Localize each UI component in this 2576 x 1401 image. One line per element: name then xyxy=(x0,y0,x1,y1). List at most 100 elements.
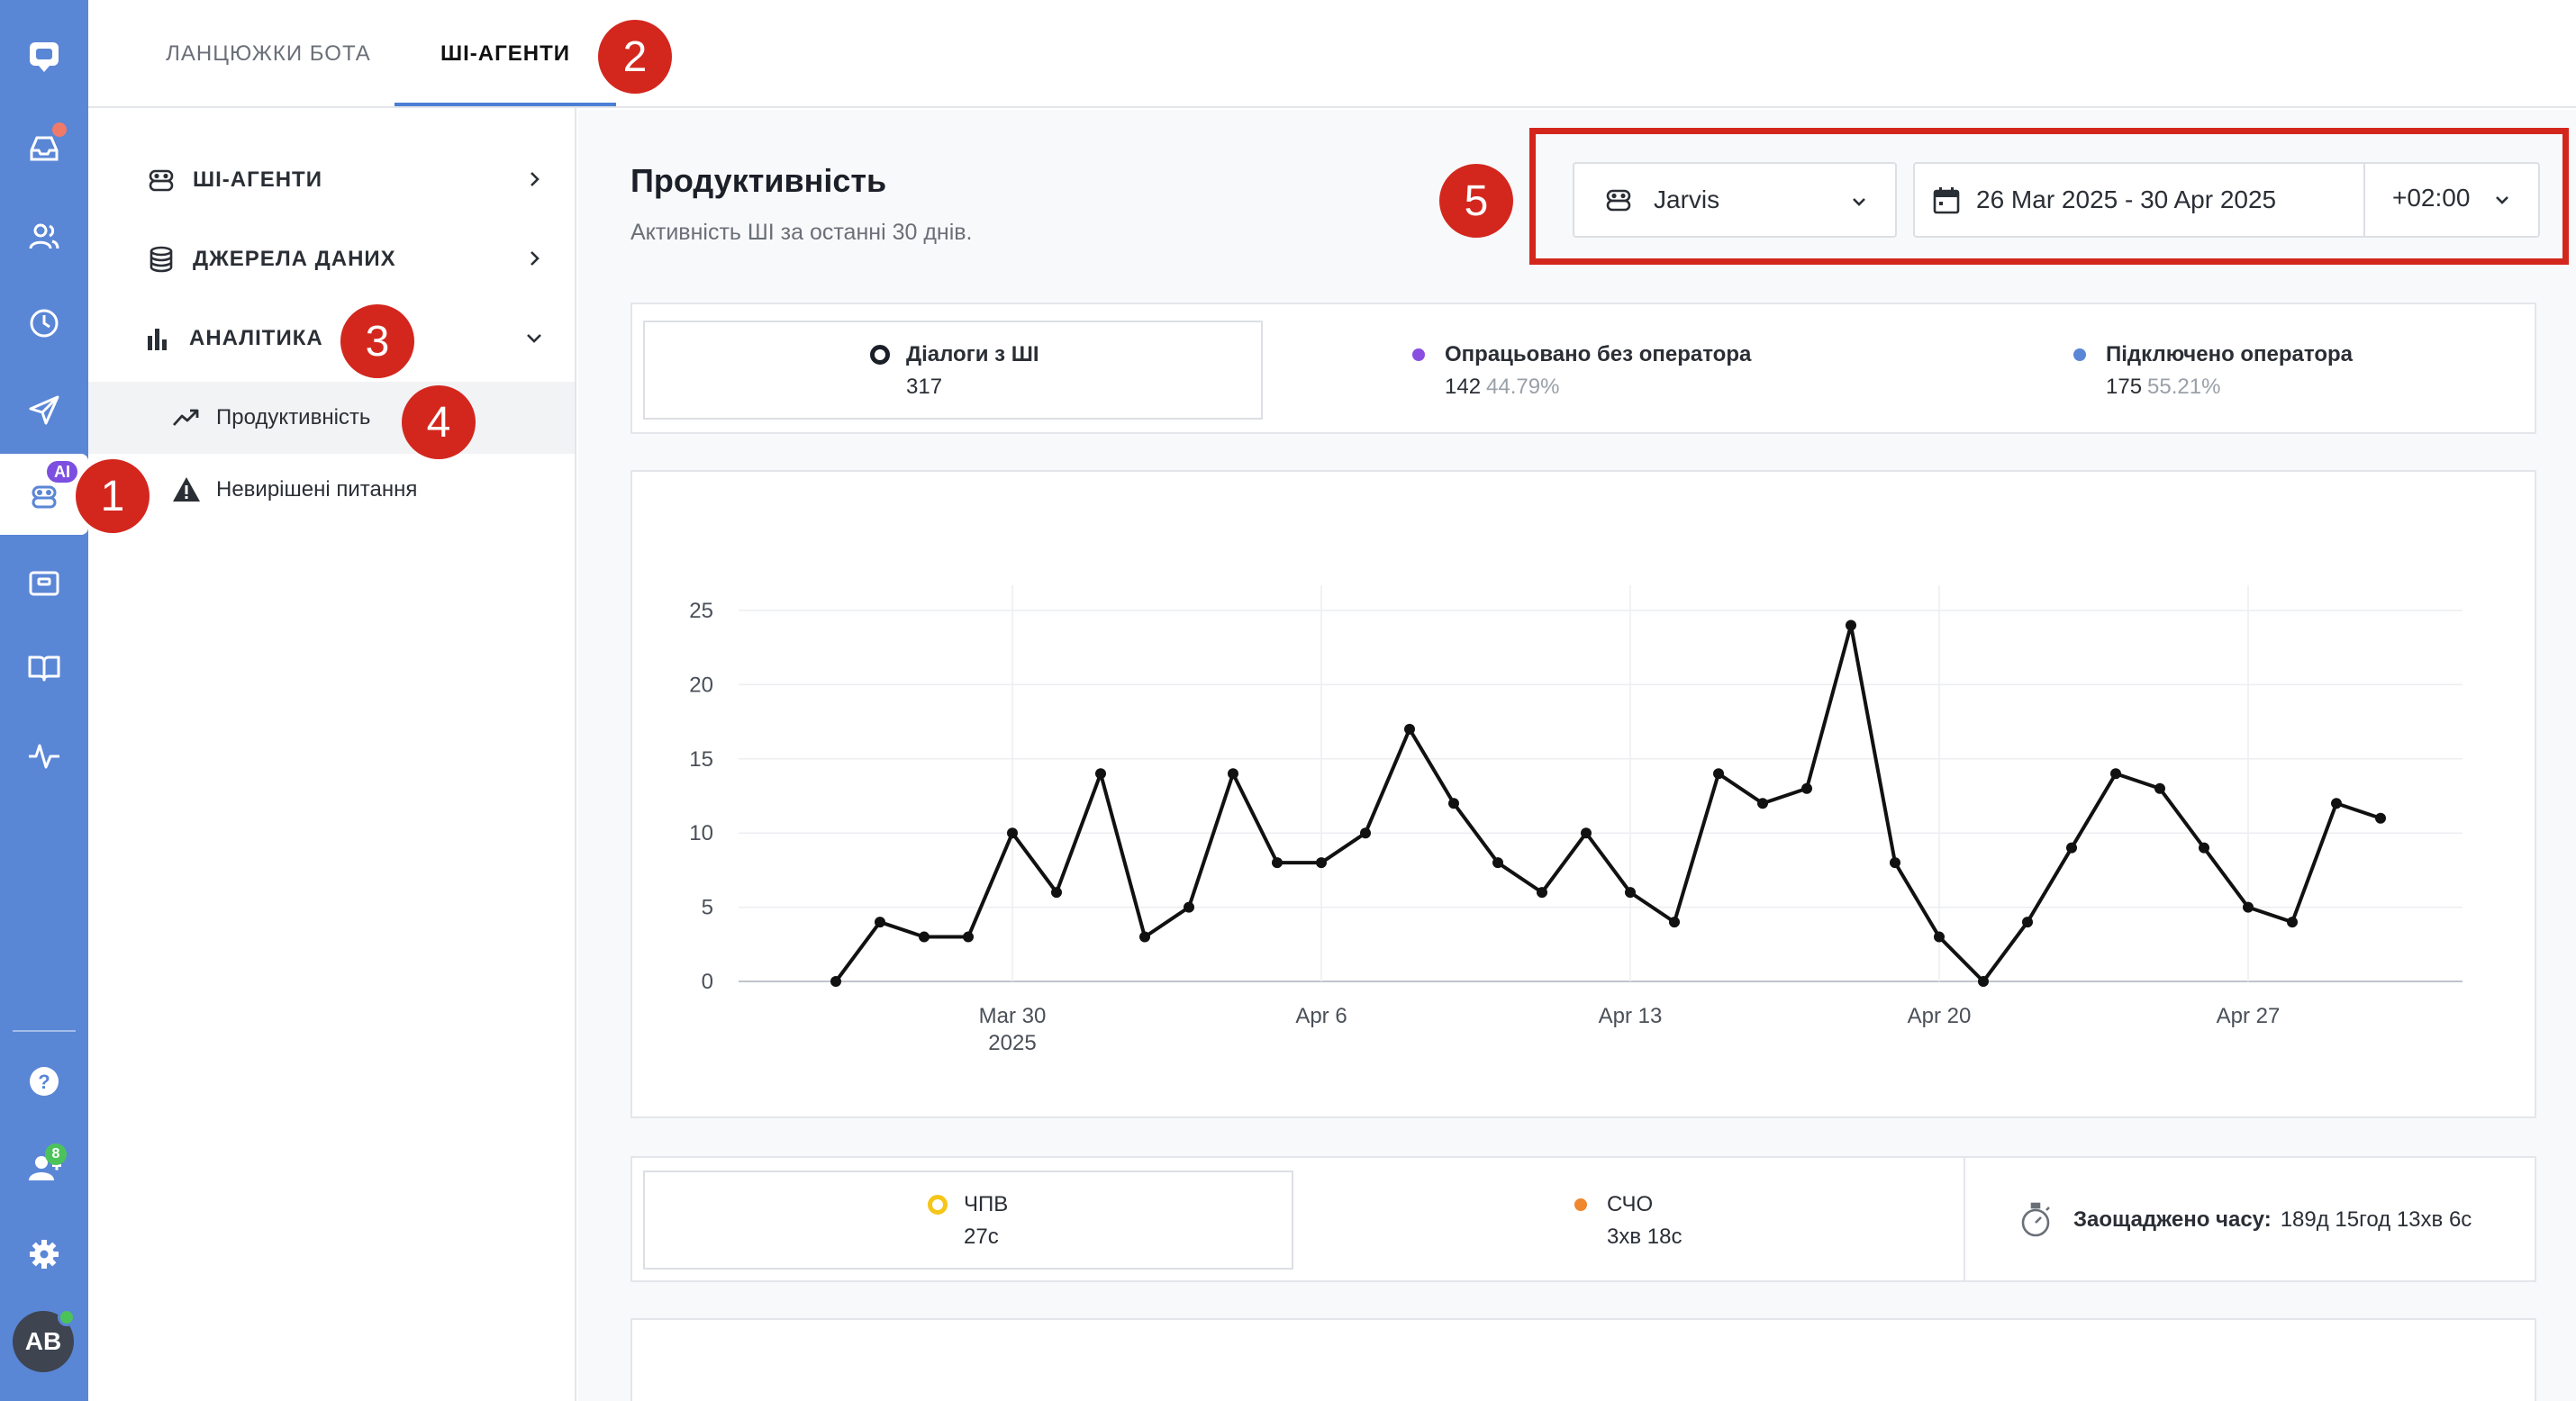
top-tabs: ЛАНЦЮЖКИ БОТА ШІ-АГЕНТИ xyxy=(88,0,2576,108)
y-tick-label: 20 xyxy=(689,673,713,697)
frt-dot-icon xyxy=(928,1195,948,1215)
ai-agent-icon xyxy=(1606,189,1631,212)
secondary-sidebar: ШІ-АГЕНТИ ДЖЕРЕЛА ДАНИХ АНАЛІТИКА Продук… xyxy=(88,108,576,1401)
stat-resolved-value: 142 xyxy=(1445,375,1482,399)
data-point[interactable] xyxy=(830,976,841,987)
icon-rail: AI ? 8 AB xyxy=(0,0,88,1401)
agent-select-value: Jarvis xyxy=(1654,185,1720,213)
sidebar-item-ai-agents[interactable]: ШІ-АГЕНТИ xyxy=(88,140,575,220)
data-point[interactable] xyxy=(1669,917,1680,928)
tab-bot-chains[interactable]: ЛАНЦЮЖКИ БОТА xyxy=(166,41,371,66)
data-point[interactable] xyxy=(875,917,885,928)
history-icon[interactable] xyxy=(0,283,88,364)
bar-chart-icon xyxy=(142,323,173,354)
help-icon[interactable]: ? xyxy=(0,1041,88,1122)
data-point[interactable] xyxy=(2154,782,2165,794)
data-point[interactable] xyxy=(1846,619,1856,631)
wallet-icon[interactable] xyxy=(0,542,88,623)
data-point[interactable] xyxy=(1713,768,1724,780)
y-tick-label: 15 xyxy=(689,747,713,772)
data-point[interactable] xyxy=(1537,887,1547,899)
x-tick-label: Mar 30 xyxy=(979,1004,1047,1028)
data-point[interactable] xyxy=(1890,857,1900,869)
dialogs-stat-box[interactable] xyxy=(643,321,1263,420)
tab-ai-agents[interactable]: ШІ-АГЕНТИ xyxy=(440,41,570,66)
timezone-value[interactable]: +02:00 xyxy=(2392,184,2471,212)
data-point[interactable] xyxy=(1184,901,1194,913)
stat-ai-dialogs-label: Діалоги з ШІ xyxy=(906,342,1039,366)
stat-operator-connected[interactable]: Підключено оператора 175 55.21% xyxy=(2073,342,2353,400)
chat-logo-icon[interactable] xyxy=(0,16,88,97)
data-point[interactable] xyxy=(1228,768,1238,780)
send-icon[interactable] xyxy=(0,369,88,450)
data-point[interactable] xyxy=(1625,887,1636,899)
data-point[interactable] xyxy=(2066,842,2077,854)
activity-icon[interactable] xyxy=(0,715,88,796)
agent-select[interactable]: Jarvis xyxy=(1573,162,1897,238)
stat-resolved-label: Опрацьовано без оператора xyxy=(1445,342,1752,366)
data-point[interactable] xyxy=(1272,857,1283,869)
data-point[interactable] xyxy=(1581,827,1592,839)
settings-gear-icon[interactable] xyxy=(0,1214,88,1295)
data-point[interactable] xyxy=(1757,798,1768,809)
sidebar-sub-item-performance[interactable]: Продуктивність xyxy=(88,382,575,454)
time-saved-value: 189д 15год 13хв 6с xyxy=(2280,1207,2472,1232)
data-point[interactable] xyxy=(1139,931,1150,943)
stat-avg-label: СЧО xyxy=(1607,1192,1654,1216)
data-point[interactable] xyxy=(1801,782,1812,794)
knowledge-book-icon[interactable] xyxy=(0,627,88,708)
data-point[interactable] xyxy=(963,931,974,943)
data-point[interactable] xyxy=(1360,827,1371,839)
data-point[interactable] xyxy=(1051,887,1062,899)
stat-frt-label: ЧПВ xyxy=(964,1192,1009,1216)
calendar-icon xyxy=(1933,187,1960,214)
data-point[interactable] xyxy=(2287,917,2298,928)
date-range-select[interactable]: 26 Mar 2025 - 30 Apr 2025 +02:00 xyxy=(1913,162,2540,238)
data-point[interactable] xyxy=(2331,798,2342,809)
data-point[interactable] xyxy=(1492,857,1503,869)
data-point[interactable] xyxy=(919,931,930,943)
stat-ai-dialogs-value: 317 xyxy=(906,375,943,399)
data-point[interactable] xyxy=(1978,976,1989,987)
data-point[interactable] xyxy=(1934,931,1945,943)
team-icon[interactable]: 8 xyxy=(0,1127,88,1208)
y-tick-label: 0 xyxy=(702,970,713,994)
svg-text:?: ? xyxy=(38,1071,50,1093)
inbox-icon[interactable] xyxy=(0,108,88,189)
y-tick-label: 5 xyxy=(702,896,713,920)
date-range-value: 26 Mar 2025 - 30 Apr 2025 xyxy=(1976,185,2277,213)
chevron-right-icon xyxy=(531,172,540,186)
ai-agent-icon[interactable]: AI xyxy=(0,454,88,535)
contacts-icon[interactable] xyxy=(0,196,88,277)
trending-up-icon xyxy=(171,402,202,433)
inbox-notification-dot xyxy=(52,122,67,137)
dialogs-chart-card xyxy=(630,470,2536,1118)
sidebar-sub-item-unresolved[interactable]: Невирішені питання xyxy=(88,454,575,526)
sidebar-item-label: ШІ-АГЕНТИ xyxy=(193,167,322,192)
data-point[interactable] xyxy=(1404,723,1415,735)
stat-average-handling-time[interactable]: СЧО 3хв 18с xyxy=(1574,1192,1682,1250)
sidebar-sub-item-label: Невирішені питання xyxy=(216,477,418,502)
sidebar-item-label: АНАЛІТИКА xyxy=(189,326,323,350)
page-title: Продуктивність xyxy=(630,162,887,199)
stat-operator-percent: 55.21% xyxy=(2147,375,2221,399)
metrics-divider xyxy=(1964,1158,1965,1280)
series-line xyxy=(834,623,2381,983)
database-icon xyxy=(146,244,177,275)
data-point[interactable] xyxy=(2243,901,2254,913)
frt-stat-box[interactable] xyxy=(643,1171,1293,1270)
sidebar-item-analytics[interactable]: АНАЛІТИКА xyxy=(88,299,575,378)
stat-resolved-without-operator[interactable]: Опрацьовано без оператора 142 44.79% xyxy=(1412,342,1751,400)
data-point[interactable] xyxy=(1007,827,1018,839)
data-point[interactable] xyxy=(2199,842,2209,854)
sidebar-item-data-sources[interactable]: ДЖЕРЕЛА ДАНИХ xyxy=(88,220,575,299)
data-point[interactable] xyxy=(2022,917,2033,928)
data-point[interactable] xyxy=(2110,768,2121,780)
ai-badge: AI xyxy=(47,461,77,483)
data-point[interactable] xyxy=(1316,857,1327,869)
data-point[interactable] xyxy=(1095,768,1106,780)
data-point[interactable] xyxy=(1448,798,1459,809)
data-point[interactable] xyxy=(2375,812,2386,824)
stat-operator-value: 175 xyxy=(2106,375,2143,399)
